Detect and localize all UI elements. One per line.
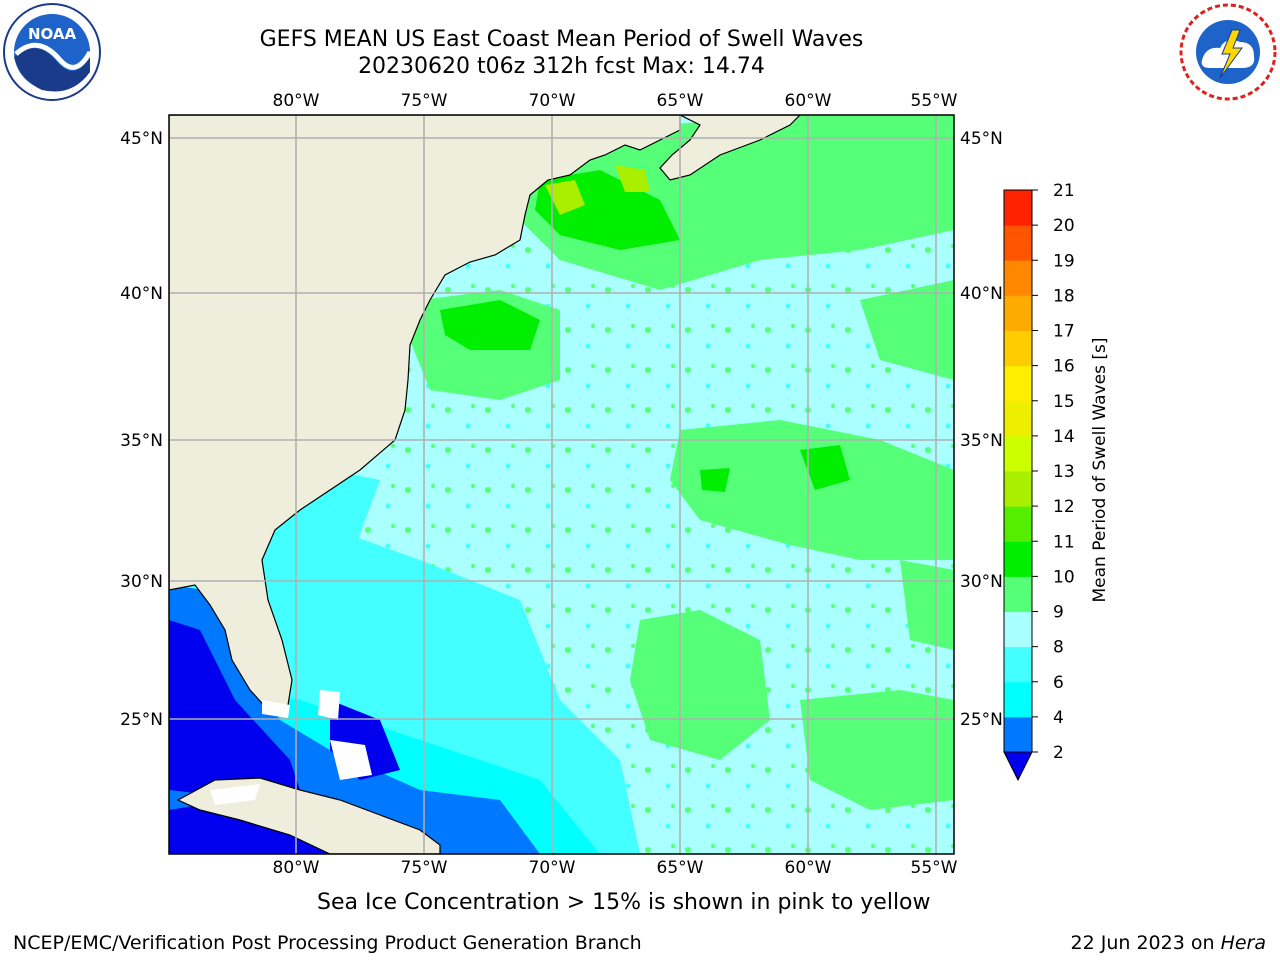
field-12-13s-core2 xyxy=(615,165,650,192)
colorbar-tick-label: 21 xyxy=(1053,181,1075,201)
lon-label-bottom: 70°W xyxy=(529,858,576,878)
colorbar-extend-triangle xyxy=(1003,751,1033,782)
lat-label-left: 40°N xyxy=(120,284,163,304)
lon-label-bottom: 80°W xyxy=(273,858,320,878)
sea-ice-note: Sea Ice Concentration > 15% is shown in … xyxy=(317,890,931,915)
colorbar-band xyxy=(1004,471,1032,507)
field-9-10s-southcentral xyxy=(630,610,770,760)
colorbar-band xyxy=(1004,365,1032,402)
lon-label-bottom: 60°W xyxy=(785,858,832,878)
field-9-10s-east xyxy=(860,280,954,380)
colorbar-band xyxy=(1004,330,1032,367)
lat-label-left: 25°N xyxy=(120,710,163,730)
colorbar-tick-label: 10 xyxy=(1053,567,1075,587)
lat-label-right: 45°N xyxy=(960,129,1003,149)
colorbar-band xyxy=(1004,576,1032,612)
lat-label-right: 40°N xyxy=(960,284,1003,304)
colorbar-tick-label: 8 xyxy=(1053,638,1064,658)
lon-label-bottom: 55°W xyxy=(911,858,958,878)
date-line: 22 Jun 2023 on Hera xyxy=(1071,932,1266,954)
lat-label-right: 30°N xyxy=(960,572,1003,592)
colorbar: 2 4 6 8 9 10 11 12 13 14 15 16 17 18 19 20 21 xyxy=(1003,181,1075,782)
colorbar-tick-label: 14 xyxy=(1053,427,1075,447)
lat-label-left: 45°N xyxy=(120,129,163,149)
lon-label-bottom: 65°W xyxy=(657,858,704,878)
lon-label-top: 75°W xyxy=(401,91,448,111)
colorbar-tick-label: 18 xyxy=(1053,286,1075,306)
map-title: GEFS MEAN US East Coast Mean Period of S… xyxy=(259,27,864,52)
colorbar-tick-label: 6 xyxy=(1053,673,1064,693)
field-9-10s-central xyxy=(670,420,954,560)
colorbar-tick-label: 15 xyxy=(1053,392,1075,412)
colorbar-band xyxy=(1004,681,1032,718)
colorbar-band xyxy=(1004,646,1032,683)
noaa-logo-icon: NOAA xyxy=(3,3,101,101)
lat-label-right: 25°N xyxy=(960,710,1003,730)
colorbar-tick-label: 20 xyxy=(1053,216,1075,236)
lon-label-bottom: 75°W xyxy=(401,858,448,878)
field-10-11s-central2 xyxy=(700,468,730,492)
florida-keys-white xyxy=(262,700,290,718)
field-9-10s-east2 xyxy=(900,560,954,650)
date-text: 22 Jun 2023 on xyxy=(1070,932,1221,954)
map-subtitle: 20230620 t06z 312h fcst Max: 14.74 xyxy=(358,54,765,79)
nws-logo-icon xyxy=(1179,3,1277,101)
lon-label-top: 70°W xyxy=(529,91,576,111)
bahamas-white2 xyxy=(318,690,340,720)
credit-line: NCEP/EMC/Verification Post Processing Pr… xyxy=(13,932,642,954)
lon-labels-bottom: 80°W 75°W 70°W 65°W 60°W 55°W xyxy=(273,858,958,878)
machine-name: Hera xyxy=(1220,932,1266,954)
lat-label-left: 30°N xyxy=(120,572,163,592)
colorbar-band xyxy=(1004,611,1032,648)
field-10-11s-midatlantic xyxy=(440,300,540,350)
colorbar-label: Mean Period of Swell Waves [s] xyxy=(1090,338,1110,603)
cuba-north-white xyxy=(210,784,260,805)
colorbar-tick-label: 9 xyxy=(1053,603,1064,623)
lat-label-left: 35°N xyxy=(120,431,163,451)
lat-labels-right: 45°N 40°N 35°N 30°N 25°N xyxy=(960,129,1003,730)
map-frame xyxy=(168,114,955,855)
colorbar-tick-label: 12 xyxy=(1053,497,1075,517)
colorbar-band xyxy=(1004,435,1032,472)
lon-label-top: 65°W xyxy=(657,91,704,111)
colorbar-tick-label: 11 xyxy=(1053,532,1075,552)
colorbar-tick-label: 16 xyxy=(1053,357,1075,377)
colorbar-band xyxy=(1004,716,1032,753)
lat-labels-left: 45°N 40°N 35°N 30°N 25°N xyxy=(120,129,163,730)
noaa-logo-text: NOAA xyxy=(28,25,77,43)
colorbar-band xyxy=(1004,541,1032,577)
field-9-10s-southeast xyxy=(800,690,954,810)
colorbar-band xyxy=(1004,506,1032,542)
colorbar-tick-label: 4 xyxy=(1053,708,1064,728)
field-12-13s-core xyxy=(545,180,585,215)
field-10-11s-central xyxy=(800,445,850,490)
map-field xyxy=(169,115,954,854)
colorbar-band xyxy=(1004,225,1032,261)
field-2-4s-gulf xyxy=(169,620,300,800)
colorbar-tick-label: 19 xyxy=(1053,251,1075,271)
colorbar-band xyxy=(1004,400,1032,437)
colorbar-band xyxy=(1004,295,1032,331)
lon-labels-top: 80°W 75°W 70°W 65°W 60°W 55°W xyxy=(273,91,958,111)
bahamas-white xyxy=(330,740,372,780)
lon-label-top: 60°W xyxy=(785,91,832,111)
colorbar-band xyxy=(1004,190,1032,226)
lon-label-top: 80°W xyxy=(273,91,320,111)
lat-label-right: 35°N xyxy=(960,431,1003,451)
graticule xyxy=(169,115,954,854)
colorbar-tick-label: 2 xyxy=(1053,743,1064,763)
colorbar-tick-label: 13 xyxy=(1053,462,1075,482)
colorbar-tick-label: 17 xyxy=(1053,322,1075,342)
colorbar-band xyxy=(1004,260,1032,296)
lon-label-top: 55°W xyxy=(911,91,958,111)
